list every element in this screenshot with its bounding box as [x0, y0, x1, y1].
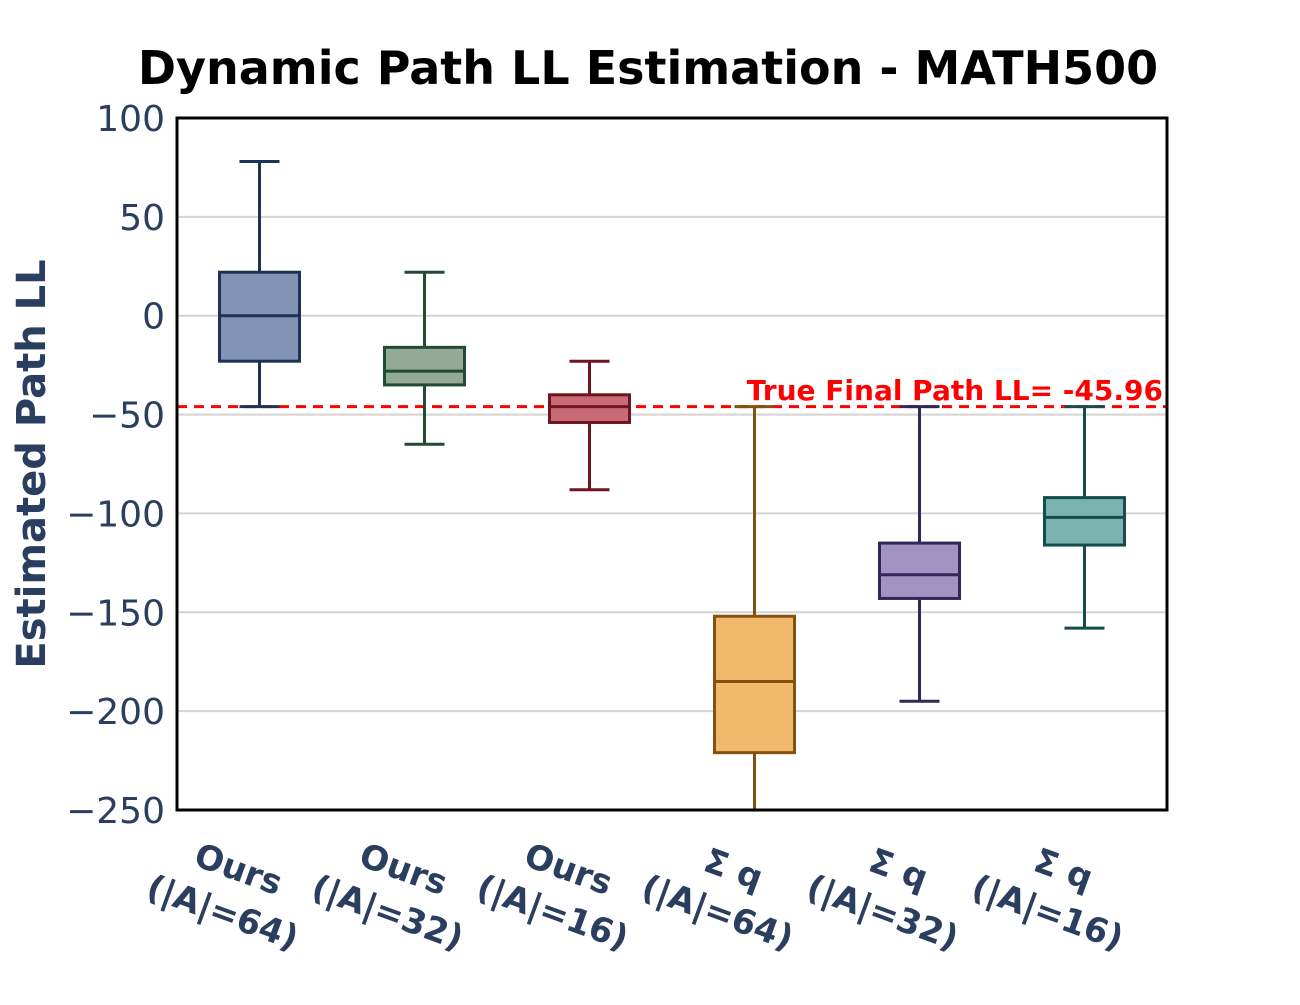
box-body [713, 614, 796, 755]
reference-line-label: True Final Path LL= -45.96 [747, 374, 1163, 407]
box-series [218, 159, 1126, 810]
box-body [1043, 496, 1126, 547]
box-4 [713, 405, 796, 810]
x-axis-ticks: Ours(|A|=64) Ours(|A|=32) Ours(|A|=16) Σ q(… [141, 824, 1144, 959]
y-tick-label: −50 [89, 396, 165, 437]
y-tick-label: 100 [96, 99, 165, 140]
box-body [548, 393, 631, 424]
gridlines [177, 215, 1167, 713]
y-tick-label: −250 [66, 791, 165, 832]
chart-title: Dynamic Path LL Estimation - MATH500 [138, 41, 1158, 95]
box-body [878, 541, 961, 600]
x-tick-label: Σ q(|A|=32) [801, 824, 979, 959]
y-tick-label: 50 [119, 198, 165, 239]
y-axis-label: Estimated Path LL [9, 259, 55, 668]
box-2 [383, 270, 466, 446]
box-6 [1043, 405, 1126, 630]
y-tick-label: −100 [66, 494, 165, 535]
x-tick-label: Σ q(|A|=64) [636, 824, 814, 959]
x-tick-label: Ours(|A|=64) [141, 824, 319, 959]
y-tick-label: −150 [66, 593, 165, 634]
x-tick-label: Ours(|A|=32) [306, 824, 484, 959]
box-body [383, 345, 466, 387]
plot-frame [175, 116, 1169, 812]
y-axis-ticks: 100 50 0 −50 −100 −150 −200 −250 [66, 99, 165, 832]
box-1 [218, 159, 301, 409]
y-tick-label: 0 [142, 297, 165, 338]
x-tick-label: Σ q(|A|=16) [966, 824, 1144, 959]
x-tick-label: Ours(|A|=16) [471, 824, 649, 959]
box-5 [878, 405, 961, 703]
y-tick-label: −200 [66, 692, 165, 733]
box-3 [548, 359, 631, 492]
